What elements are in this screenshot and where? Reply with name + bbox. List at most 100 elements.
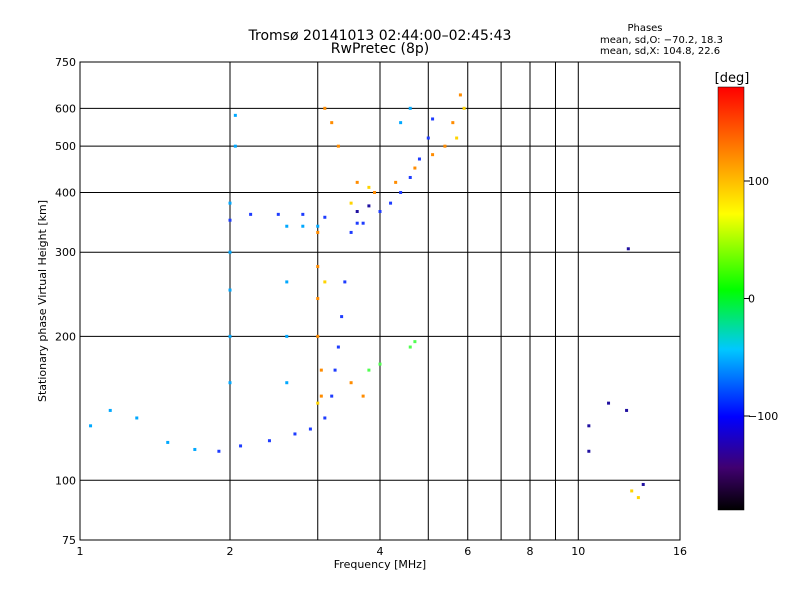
data-point — [378, 210, 382, 214]
colorbar: [deg] 100 0 −100 — [715, 71, 778, 511]
data-point — [285, 334, 289, 338]
data-point — [626, 247, 630, 251]
data-point — [330, 394, 334, 398]
data-point — [408, 345, 412, 349]
data-point — [228, 334, 232, 338]
data-point — [417, 157, 421, 161]
data-point — [641, 482, 645, 486]
data-point — [336, 144, 340, 148]
data-point — [233, 144, 237, 148]
data-point — [455, 136, 459, 140]
data-point — [636, 496, 640, 500]
data-point — [443, 144, 447, 148]
data-point — [89, 424, 93, 428]
data-point — [323, 280, 327, 284]
data-point — [378, 362, 382, 366]
data-point — [285, 280, 289, 284]
data-point — [367, 204, 371, 208]
x-axis-ticks: 1 2 4 6 8 10 16 — [77, 545, 688, 558]
data-point — [166, 440, 170, 444]
data-point — [316, 265, 320, 269]
data-point — [301, 212, 305, 216]
data-point — [361, 221, 365, 225]
data-point — [239, 444, 243, 448]
y-axis-label: Stationary phase Virtual Height [km] — [36, 200, 49, 402]
data-point — [355, 210, 359, 214]
data-point — [399, 190, 403, 194]
data-point — [340, 315, 344, 319]
data-point — [135, 416, 139, 420]
data-point — [625, 408, 629, 412]
y-tick-label: 600 — [55, 102, 76, 115]
data-point — [367, 368, 371, 372]
data-point — [451, 121, 455, 125]
data-point — [267, 439, 271, 443]
grid-lines — [80, 62, 680, 540]
data-point — [408, 106, 412, 110]
data-point — [316, 224, 320, 228]
colorbar-tick-label: 100 — [748, 175, 769, 188]
data-point — [217, 449, 221, 453]
y-axis-ticks: 75 100 200 300 400 500 600 750 — [55, 56, 76, 547]
data-point — [228, 381, 232, 385]
data-point — [426, 136, 430, 140]
x-tick-label: 4 — [377, 545, 384, 558]
data-point — [389, 201, 393, 205]
data-point — [228, 288, 232, 292]
data-point — [228, 250, 232, 254]
data-point — [373, 190, 377, 194]
data-point — [319, 394, 323, 398]
data-point — [408, 175, 412, 179]
data-point — [276, 212, 280, 216]
data-point — [336, 345, 340, 349]
data-point — [330, 121, 334, 125]
data-point — [249, 212, 253, 216]
y-tick-label: 400 — [55, 186, 76, 199]
y-tick-label: 75 — [62, 534, 76, 547]
data-point — [308, 427, 312, 431]
chart-title-line1: Tromsø 20141013 02:44:00–02:45:43 — [248, 28, 512, 44]
x-tick-label: 2 — [227, 545, 234, 558]
data-point — [355, 221, 359, 225]
y-tick-label: 100 — [55, 474, 76, 487]
data-point — [316, 297, 320, 301]
data-point — [323, 416, 327, 420]
data-point — [587, 449, 591, 453]
data-point — [607, 401, 611, 405]
x-tick-label: 8 — [527, 545, 534, 558]
data-point — [323, 215, 327, 219]
colorbar-unit: [deg] — [715, 71, 750, 86]
y-tick-label: 500 — [55, 140, 76, 153]
x-tick-label: 16 — [673, 545, 687, 558]
data-point — [319, 368, 323, 372]
phase-heading: Phases — [627, 23, 663, 34]
x-tick-label: 6 — [464, 545, 471, 558]
data-point — [343, 280, 347, 284]
phase-line-o: mean, sd,O: −70.2, 18.3 — [600, 35, 723, 46]
data-point — [316, 230, 320, 234]
x-tick-label: 1 — [77, 545, 84, 558]
data-point — [367, 185, 371, 189]
data-point — [316, 401, 320, 405]
data-point — [293, 432, 297, 436]
x-axis-label: Frequency [MHz] — [334, 558, 426, 571]
x-tick-label: 10 — [571, 545, 585, 558]
data-point — [349, 230, 353, 234]
data-point — [285, 381, 289, 385]
chart-title-line2: RwPretec (8p) — [330, 41, 430, 57]
data-point — [316, 334, 320, 338]
y-tick-label: 300 — [55, 246, 76, 259]
data-point — [630, 489, 634, 493]
data-point — [285, 224, 289, 228]
data-point — [228, 218, 232, 222]
data-point — [323, 106, 327, 110]
colorbar-ticks: 100 0 −100 — [744, 175, 778, 423]
y-tick-label: 750 — [55, 56, 76, 69]
data-point — [413, 340, 417, 344]
data-point — [361, 394, 365, 398]
data-point — [462, 106, 466, 110]
data-point — [355, 180, 359, 184]
data-point — [233, 113, 237, 117]
